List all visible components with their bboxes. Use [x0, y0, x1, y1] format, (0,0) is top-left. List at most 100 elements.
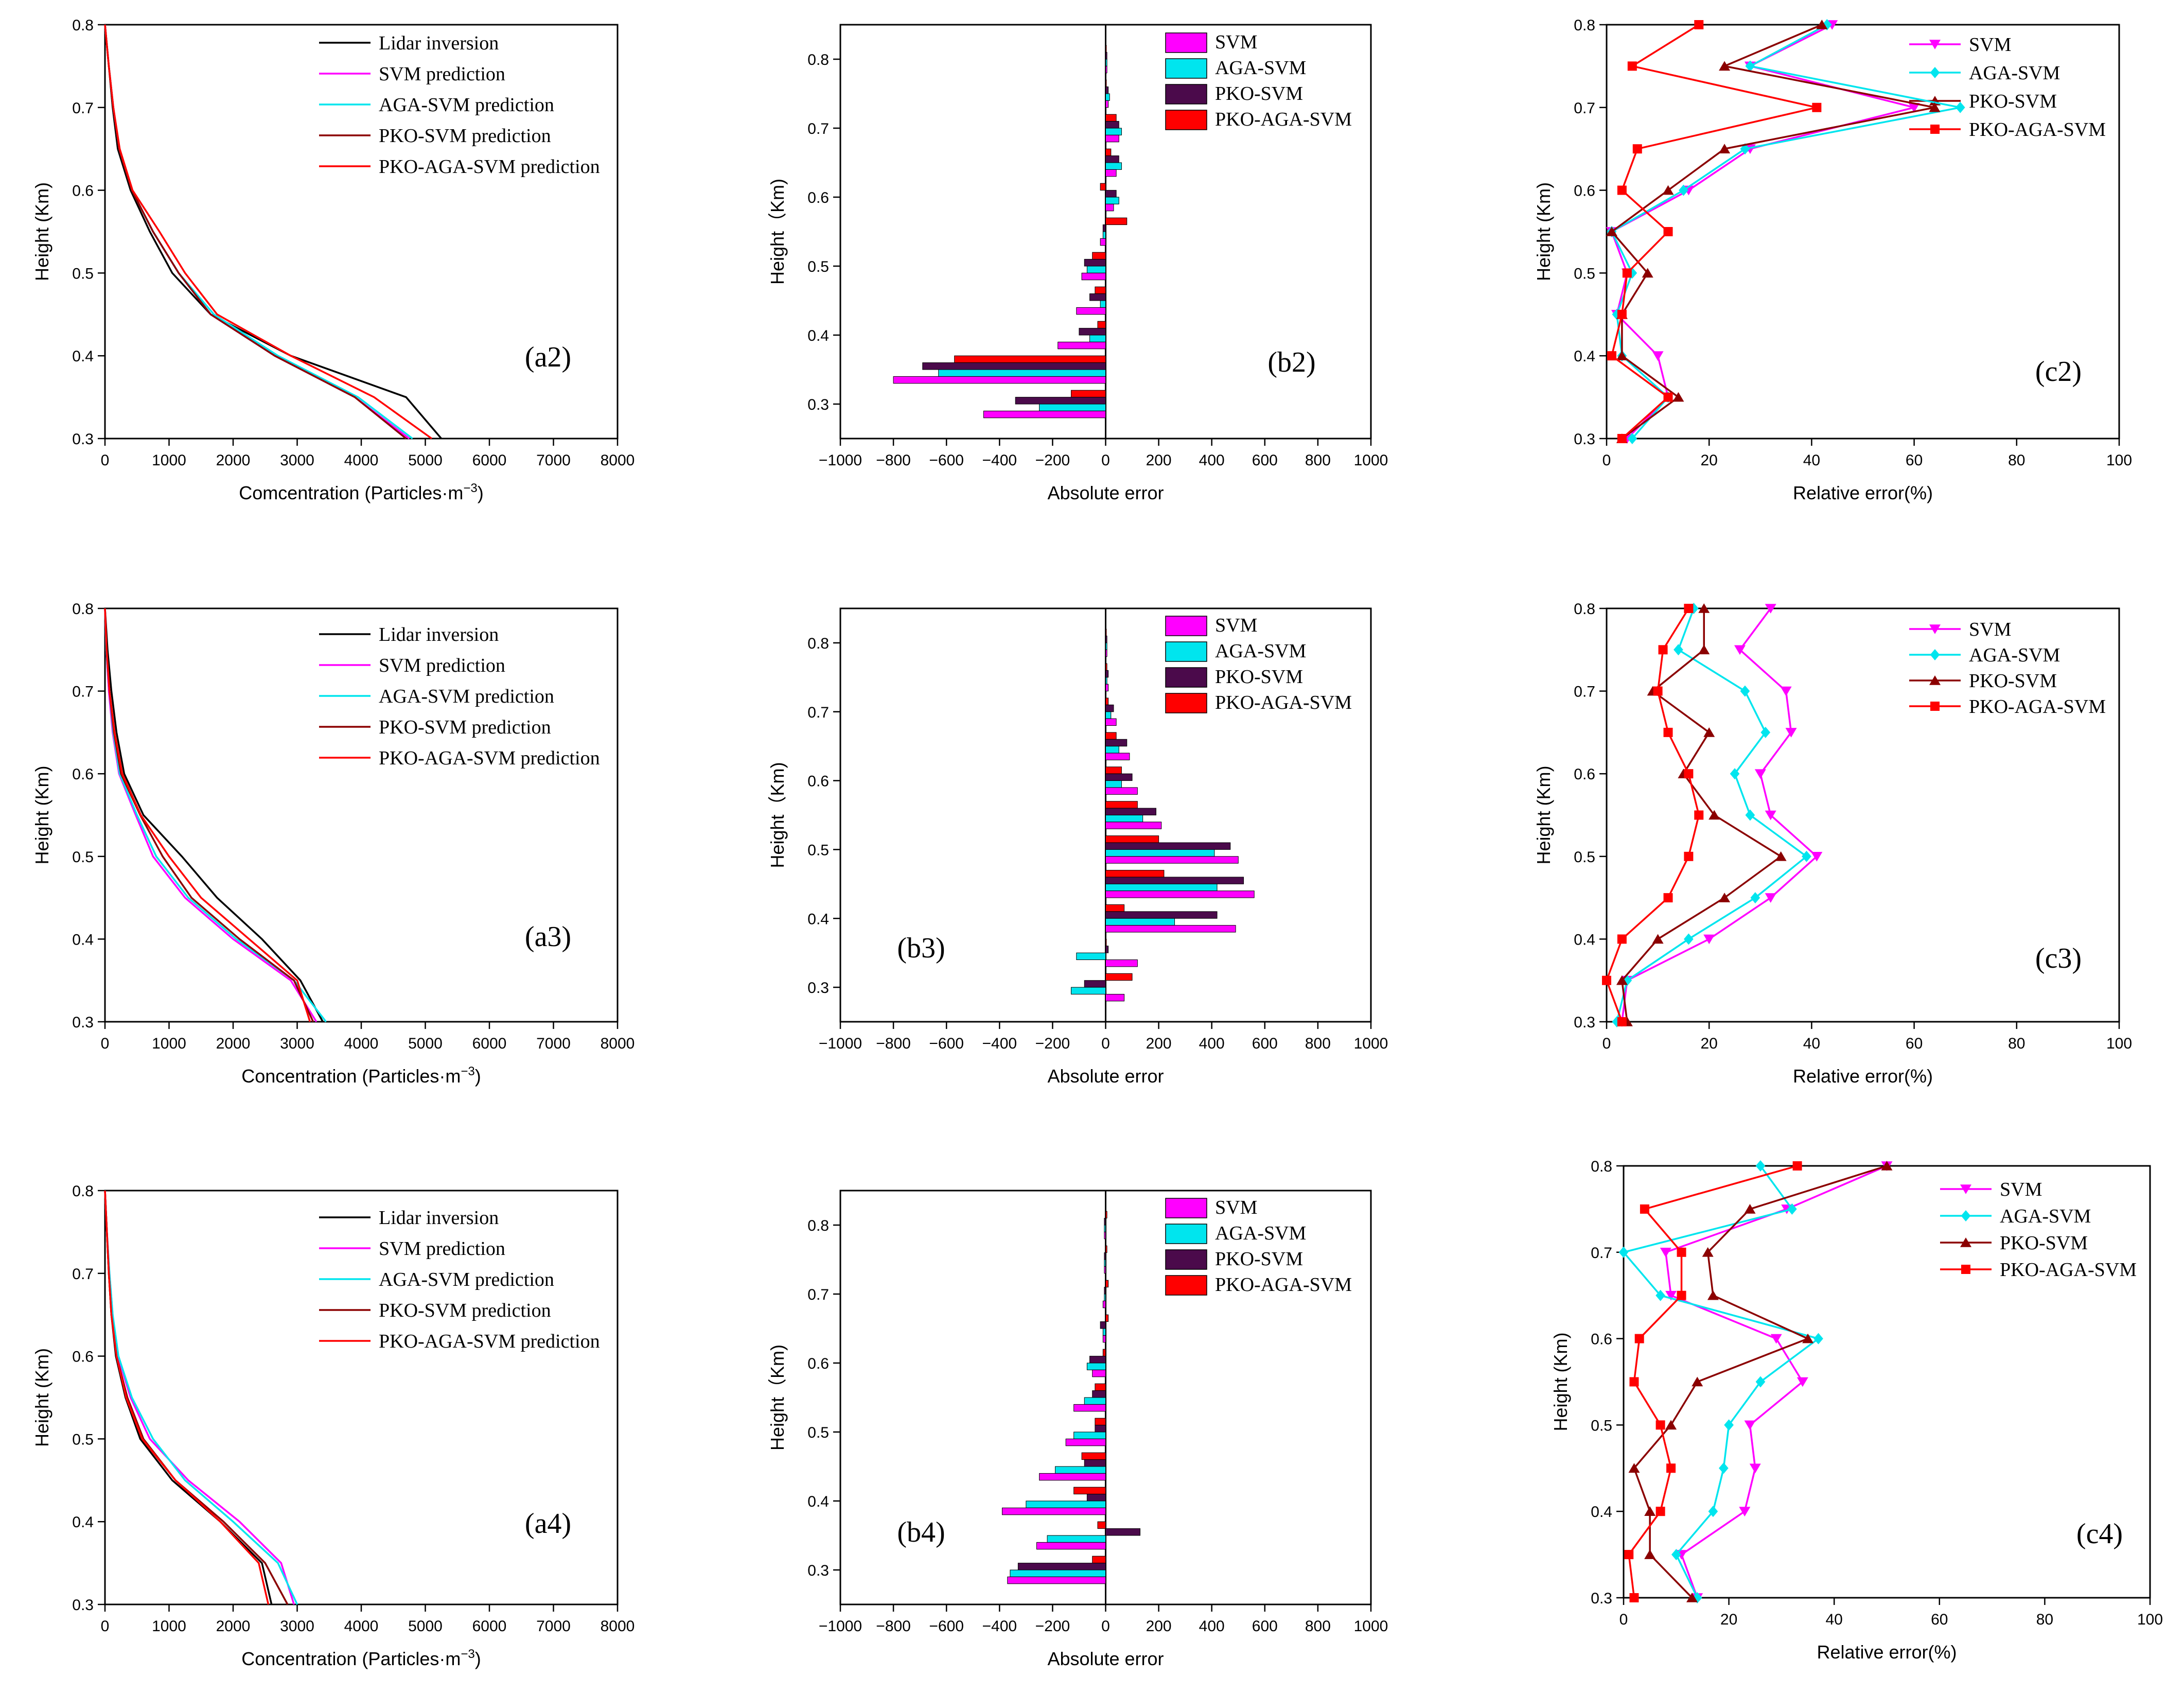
bar-pkoaga: [1092, 252, 1106, 260]
x-tick-label: −400: [982, 1618, 1017, 1635]
legend-marker: [1930, 67, 1940, 78]
y-tick-label: 0.6: [72, 766, 94, 783]
bar-pkoaga: [1105, 732, 1117, 740]
data-point-pko: [1642, 268, 1653, 278]
data-point-svm: [1739, 1507, 1751, 1517]
data-point-pko: [1628, 1463, 1640, 1473]
x-tick-label: 0: [1619, 1611, 1628, 1628]
data-point-svm: [1908, 103, 1920, 113]
y-tick-label: 0.3: [1574, 1014, 1595, 1031]
y-tick-label: 0.7: [1591, 1245, 1612, 1262]
data-point-aga: [1708, 1506, 1718, 1517]
y-axis-label: Height (Km): [31, 765, 52, 864]
data-point-pko: [1881, 1161, 1893, 1171]
y-tick-label: 0.4: [72, 1514, 94, 1531]
bar-aga: [1105, 162, 1122, 170]
x-tick-label: 0: [1602, 1035, 1611, 1052]
bar-aga: [1100, 300, 1106, 308]
panel-label: (a2): [525, 341, 571, 373]
x-tick-label: 5000: [408, 452, 443, 469]
y-tick-label: 0.7: [807, 120, 829, 137]
y-axis-label: Height（Km): [767, 762, 788, 868]
x-axis-label: Absolute error: [1047, 1648, 1164, 1669]
bar-aga: [1105, 642, 1107, 650]
data-point-aga: [1730, 768, 1740, 780]
y-tick-label: 0.6: [1574, 183, 1595, 200]
series-line-aga: [104, 1190, 298, 1605]
x-tick-label: 0: [1101, 452, 1110, 469]
y-tick-label: 0.5: [72, 849, 94, 866]
series-line-aga: [104, 608, 327, 1023]
bar-svm: [1100, 238, 1106, 246]
bar-pko_bar: [1104, 1252, 1106, 1260]
series-line-pkoaga: [104, 24, 432, 440]
y-tick-label: 0.6: [1591, 1331, 1612, 1348]
bar-pko_bar: [1089, 293, 1106, 301]
bar-pkoaga: [1070, 390, 1106, 398]
data-point-aga: [1671, 1549, 1681, 1561]
y-axis-label: Height（Km): [767, 1344, 788, 1451]
x-tick-label: 80: [2008, 1035, 2025, 1052]
panel-a4: 0 1000 2000 3000 4000 5000 6000 7000 8000 0.3 0.4 0…: [31, 1183, 635, 1669]
bar-pkoaga: [1073, 1487, 1106, 1495]
legend-label: PKO-AGA-SVM: [1969, 119, 2106, 141]
data-point-aga: [1679, 184, 1688, 196]
data-point-pko: [1744, 1204, 1756, 1214]
x-axis-label: Relative error(%): [1817, 1641, 1957, 1663]
plot-frame: [1606, 607, 2120, 1023]
x-tick-label: 1000: [1354, 452, 1388, 469]
y-axis-label: Height (Km): [31, 182, 52, 281]
x-tick-label: 8000: [601, 452, 635, 469]
legend-label: Lidar inversion: [379, 624, 499, 645]
y-tick-label: 0.8: [1574, 601, 1595, 618]
bar-pko_bar: [1104, 1287, 1106, 1295]
data-point-pkoaga: [1617, 185, 1627, 195]
data-point-pko: [1686, 1593, 1698, 1602]
panel-b3: −1000 −800 −600 −400 −200 0 200 400 600 800 1000 0.…: [767, 607, 1388, 1087]
y-axis-label: Height (Km): [1533, 182, 1554, 281]
panel-b4: −1000 −800 −600 −400 −200 0 200 400 600 800 1000 0.…: [767, 1190, 1388, 1669]
x-tick-label: 200: [1146, 1618, 1172, 1635]
data-point-aga: [1755, 1160, 1766, 1172]
x-tick-label: 80: [2008, 452, 2025, 469]
bar-pko_bar: [1105, 911, 1218, 919]
legend-label: AGA-SVM: [1969, 644, 2060, 666]
data-point-pko: [1652, 934, 1664, 944]
bar-pko_bar: [1105, 1528, 1141, 1536]
data-point-pkoaga: [1629, 1593, 1639, 1602]
data-point-pkoaga: [1812, 102, 1822, 112]
legend-label: Lidar inversion: [379, 1207, 499, 1229]
y-tick-label: 0.3: [807, 1562, 829, 1579]
plot-frame: [104, 607, 619, 1023]
bar-pkoaga: [1105, 870, 1165, 878]
x-tick-label: 1000: [1354, 1035, 1388, 1052]
data-point-pkoaga: [1663, 727, 1673, 737]
bar-svm: [1081, 272, 1106, 281]
y-tick-label: 0.7: [72, 684, 94, 701]
x-tick-label: 800: [1305, 452, 1331, 469]
data-point-pkoaga: [1653, 686, 1663, 696]
data-point-pkoaga: [1607, 351, 1616, 361]
bar-aga: [1104, 1294, 1106, 1301]
data-point-svm: [1770, 1334, 1782, 1344]
x-axis-label-close: ): [478, 482, 484, 503]
bar-pko_bar: [1105, 190, 1117, 198]
legend-marker: [1929, 675, 1941, 685]
data-point-aga: [1760, 726, 1771, 738]
legend-swatch: [1165, 32, 1207, 53]
y-tick-label: 0.8: [72, 17, 94, 34]
x-tick-label: 600: [1252, 452, 1278, 469]
data-point-pko: [1719, 61, 1731, 71]
bar-pko_bar: [1105, 739, 1128, 747]
x-tick-label: 60: [1906, 1035, 1923, 1052]
bar-pkoaga: [1105, 904, 1125, 912]
bar-aga: [1105, 128, 1122, 135]
legend-marker: [1930, 702, 1940, 711]
data-point-svm: [1754, 769, 1766, 779]
y-tick-label: 0.3: [1574, 431, 1595, 448]
data-point-aga: [1655, 1289, 1665, 1301]
panel-a3: 0 1000 2000 3000 4000 5000 6000 7000 8000 0.3 0.4 0…: [31, 601, 635, 1087]
x-axis-label-text: Comcentration (Particles·m: [239, 482, 463, 503]
data-point-pkoaga: [1655, 1507, 1665, 1516]
x-tick-label: 0: [101, 1618, 110, 1635]
